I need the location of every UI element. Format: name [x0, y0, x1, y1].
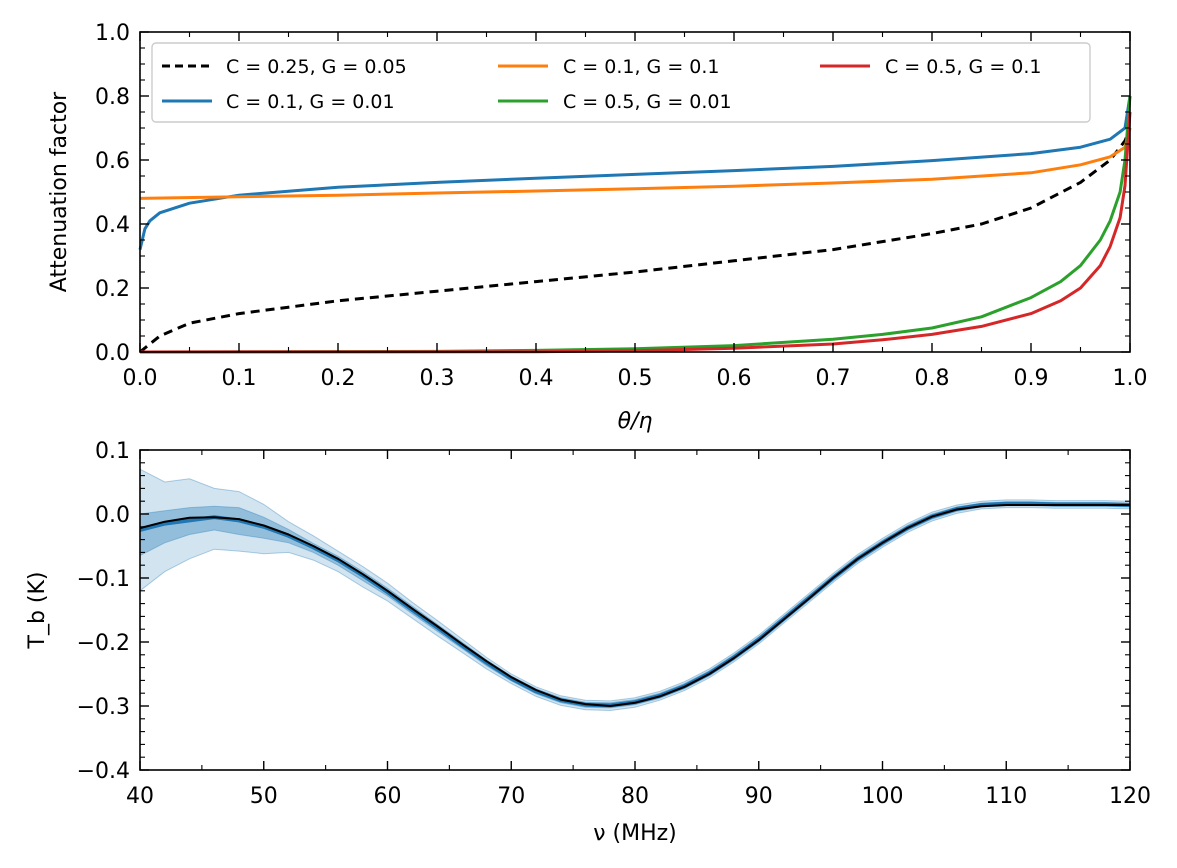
top-x-axis-label: θ/η — [618, 409, 653, 434]
x-tick-label: 0.3 — [420, 366, 455, 391]
x-tick-label: 0.7 — [816, 366, 851, 391]
x-tick-label: 70 — [497, 784, 525, 809]
legend-entry-3: C = 0.5, G = 0.01 — [563, 91, 732, 113]
series-line-2 — [139, 127, 1132, 200]
x-tick-label: 120 — [1109, 784, 1151, 809]
legend: C = 0.25, G = 0.05 C = 0.1, G = 0.01 C =… — [151, 42, 1091, 123]
legend-entry-1: C = 0.1, G = 0.01 — [226, 91, 395, 113]
y-tick-label: −0.3 — [77, 695, 130, 720]
y-tick-label: −0.2 — [77, 631, 130, 656]
bottom-x-axis-label: ν (MHz) — [593, 821, 677, 846]
y-tick-label: 0.0 — [95, 503, 130, 528]
x-tick-label: 0.5 — [618, 366, 653, 391]
y-tick-label: 0.0 — [95, 341, 130, 366]
series-line-3 — [139, 95, 1132, 354]
legend-box — [151, 42, 1091, 123]
top-axes-frame — [139, 31, 1131, 353]
x-tick-label: 0.4 — [519, 366, 554, 391]
x-tick-label: 0.0 — [123, 366, 158, 391]
y-tick-label: 0.2 — [95, 277, 130, 302]
top-y-axis-label: Attenuation factor — [47, 91, 72, 292]
x-tick-label: 0.6 — [717, 366, 752, 391]
x-tick-label: 80 — [621, 784, 649, 809]
series-line-1 — [138, 95, 1132, 250]
x-tick-label: 0.1 — [222, 366, 257, 391]
x-tick-label: 60 — [374, 784, 402, 809]
series-line-3 — [139, 504, 1130, 707]
legend-entry-0: C = 0.25, G = 0.05 — [226, 56, 407, 78]
y-tick-label: 0.1 — [95, 439, 130, 464]
x-tick-label: 110 — [985, 784, 1027, 809]
legend-entry-2: C = 0.1, G = 0.1 — [563, 56, 720, 78]
bottom-y-axis-label: T_b (K) — [25, 572, 50, 650]
x-tick-label: 0.2 — [321, 366, 356, 391]
series-line-0 — [139, 127, 1132, 354]
x-tick-label: 40 — [126, 784, 154, 809]
top-panel: 0.0 0.1 0.2 0.3 0.4 0.5 0.6 0.7 0.8 0.9 1.0 0.0 0.2 0… — [47, 21, 1148, 434]
x-tick-label: 0.8 — [915, 366, 950, 391]
x-tick-label: 100 — [862, 784, 904, 809]
y-tick-label: 0.4 — [95, 213, 130, 238]
y-tick-label: −0.1 — [77, 567, 130, 592]
y-tick-label: 1.0 — [95, 21, 130, 46]
bottom-axes-frame — [139, 449, 1131, 771]
legend-entry-4: C = 0.5, G = 0.1 — [885, 56, 1042, 78]
x-tick-label: 1.0 — [1113, 366, 1148, 391]
x-tick-label: 50 — [250, 784, 278, 809]
y-tick-label: 0.6 — [95, 149, 130, 174]
y-tick-label: 0.8 — [95, 85, 130, 110]
x-tick-label: 90 — [745, 784, 773, 809]
x-tick-label: 0.9 — [1014, 366, 1049, 391]
y-tick-label: −0.4 — [77, 759, 130, 784]
bottom-panel: 40 50 60 70 80 90 100 110 120 −0.4 −0.3 −0.2 −0.1 0.0… — [25, 439, 1151, 846]
